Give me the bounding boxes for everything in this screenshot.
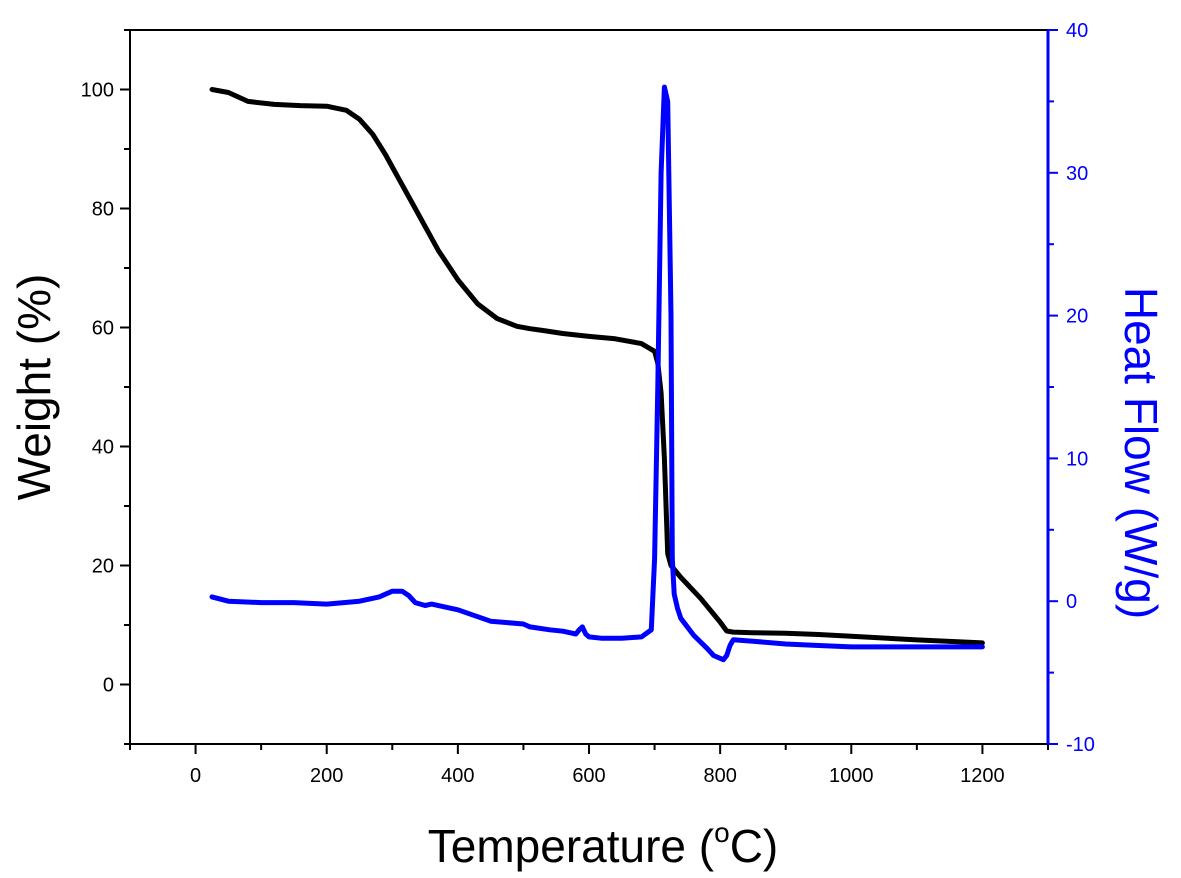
y-tick-label: 100 [81,80,114,102]
y2-tick-label: 0 [1066,591,1077,613]
series-layer [209,84,985,663]
y-tick-label: 80 [92,199,114,221]
x-tick-label: 800 [703,765,736,787]
y-tick-label: 0 [103,675,114,697]
y-tick-label: 20 [92,556,114,578]
x-tick-label: 0 [190,765,201,787]
heat-flow-curve [209,84,985,663]
y2-axis-ticks: -10 0 10 20 30 40 [1048,20,1095,756]
x-tick-label: 400 [441,765,474,787]
y2-tick-label: 30 [1066,163,1088,185]
x-tick-label: 1000 [829,765,874,787]
x-tick-label: 200 [310,765,343,787]
y2-tick-label: 40 [1066,20,1088,42]
x-axis-title-superscript: o [714,817,730,848]
y2-tick-label: 10 [1066,448,1088,470]
y2-tick-label: 20 [1066,306,1088,328]
x-axis-title: Temperature (oC) [428,817,778,872]
y-axis-ticks: 0 20 40 60 80 100 [81,29,130,745]
x-axis-ticks: 0 200 400 600 800 1000 1200 [129,744,1049,787]
y2-axis-title: Heat Flow (W/g) [1115,287,1167,619]
x-tick-label: 600 [572,765,605,787]
y-tick-label: 40 [92,437,114,459]
y-tick-label: 60 [92,318,114,340]
y-axis-title: Weight (%) [8,274,60,501]
x-tick-label: 1200 [960,765,1005,787]
y2-tick-label: -10 [1066,734,1095,756]
weight-curve [209,87,985,646]
